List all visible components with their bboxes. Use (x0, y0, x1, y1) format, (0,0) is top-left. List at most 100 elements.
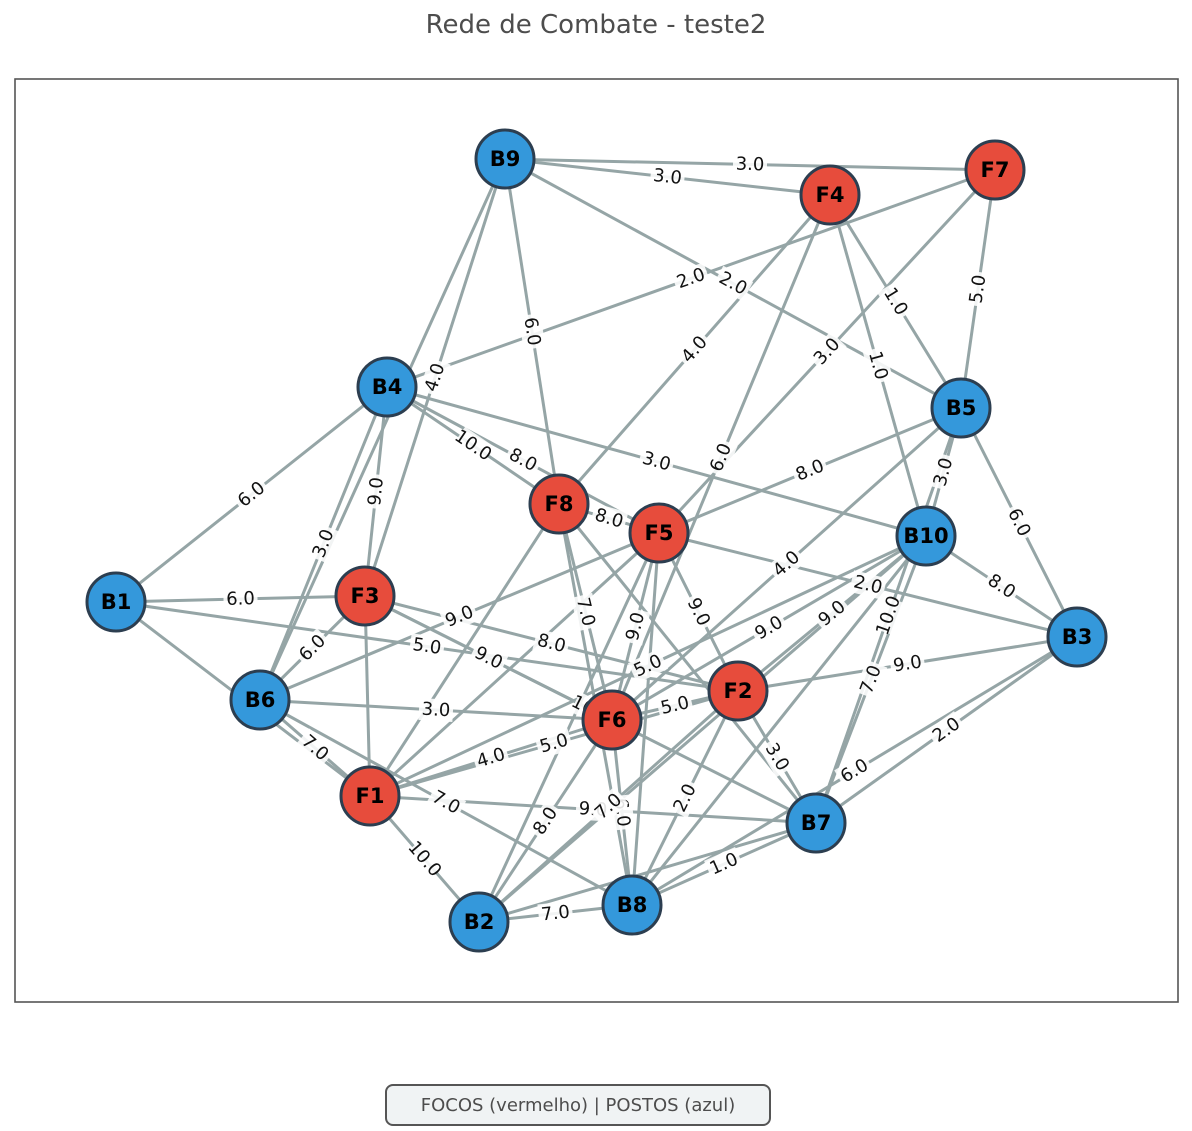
edge-weight-label-bg (534, 728, 574, 759)
edge-weight-label: 8.0 (790, 453, 830, 488)
node-label: F7 (981, 158, 1010, 182)
edge-weight-label: 6.0 (704, 437, 738, 478)
node-label: F2 (724, 679, 753, 703)
posto-node-circle (85, 571, 147, 633)
edge-weight-label: 8.0 (532, 628, 571, 659)
edge-weight-label: 5.0 (534, 728, 574, 759)
edge-weight-label: 6.0 (1001, 502, 1037, 543)
edge-weight-label-bg (620, 607, 651, 646)
edge-weight-label-bg (681, 591, 716, 633)
edge-weight-text: 8.0 (535, 630, 568, 657)
edge-weight-label: 8.0 (502, 442, 544, 478)
edge-weight-label-bg (655, 690, 695, 721)
node-b4: B4 (356, 356, 418, 418)
edge-weight-text: 6.0 (519, 316, 544, 348)
edge-weight-label-bg (588, 786, 629, 827)
posto-node-circle (448, 891, 510, 953)
edge-weight-label-bg (712, 265, 754, 302)
edge-weight-label-bg (834, 752, 875, 790)
node-f8: F8 (528, 473, 590, 535)
foco-node-circle (528, 473, 590, 535)
edge-weight-label-bg (848, 570, 888, 600)
edge-weight-label-bg (518, 313, 546, 350)
edge-weight-label-bg (231, 475, 272, 514)
posto-node-circle (1046, 606, 1108, 668)
node-label: B10 (903, 524, 948, 548)
edge-weight-label: 9.0 (468, 640, 509, 676)
edge-weight-label-bg (732, 153, 768, 176)
node-f1: F1 (339, 765, 401, 827)
edge-weight-label-bg (637, 446, 676, 477)
node-b6: B6 (229, 669, 291, 731)
edge-weight-label-bg (589, 503, 629, 534)
node-label: B9 (490, 147, 521, 171)
edge-weight-label: 7.0 (570, 592, 601, 632)
foco-node-circle (581, 689, 643, 751)
edge-b10-b2 (477, 534, 928, 924)
node-label: B6 (245, 688, 276, 712)
edge-weight-label: 10.0 (872, 593, 905, 638)
edge-f8-f1 (368, 502, 561, 798)
node-label: F6 (598, 708, 627, 732)
edge-weight-label: 3.0 (928, 452, 959, 492)
edge-weight-text: 1.0 (864, 349, 892, 382)
diagram-title: Rede de Combate - teste2 (425, 10, 767, 40)
node-f2: F2 (707, 660, 769, 722)
node-label: F3 (351, 584, 380, 608)
edge-weight-label: 1.0 (862, 346, 894, 385)
edge-weight-label: 9.0 (439, 599, 480, 634)
edge-weight-label: 2.0 (667, 777, 703, 819)
edge-f3-f1 (363, 594, 372, 798)
edge-weight-label: 5.0 (964, 270, 992, 308)
edge-weight-label-bg (627, 648, 669, 684)
edge-weight-label: 3.0 (758, 736, 796, 778)
edge-weight-label: 10.0 (451, 426, 496, 466)
node-label: B4 (372, 375, 403, 399)
edge-weight-label-bg (526, 800, 565, 842)
edge-weight-label-bg (926, 711, 967, 749)
node-label: F8 (545, 492, 574, 516)
edge-weight-label-bg (468, 640, 509, 676)
edge-weight-label-bg (570, 592, 601, 632)
edge-weight-label-bg (363, 473, 389, 510)
edge-weight-label: 3.0 (649, 164, 686, 190)
edge-weight-label-bg (888, 650, 927, 678)
node-f7: F7 (964, 139, 1026, 201)
edge-weight-label-bg (854, 659, 888, 700)
edge-weight-text: 3.0 (640, 448, 673, 476)
edge-weight-label: 6.0 (223, 587, 258, 611)
foco-node-circle (964, 139, 1026, 201)
edge-weight-text: 7.0 (572, 596, 599, 629)
edge-weight-label-bg (502, 442, 544, 478)
edge-weight-label-bg (928, 452, 959, 492)
node-label: B7 (801, 811, 832, 835)
posto-node-circle (474, 128, 536, 190)
node-label: B5 (946, 396, 977, 420)
edge-weight-text: 4.0 (474, 744, 508, 773)
edge-weight-label-bg (306, 523, 341, 564)
edge-weight-label-bg (649, 164, 686, 190)
edge-weight-text: 6.0 (234, 477, 269, 511)
posto-node-circle (229, 669, 291, 731)
foco-node-circle (334, 565, 396, 627)
posto-node-circle (930, 377, 992, 439)
edge-weight-label-bg (223, 587, 258, 611)
node-b5: B5 (930, 377, 992, 439)
node-label: B8 (617, 893, 648, 917)
edge-f5-f1 (368, 531, 661, 798)
edge-weight-label: 4.0 (419, 357, 451, 398)
edge-weight-text: 4.0 (421, 361, 450, 395)
edge-weight-label-bg (748, 609, 790, 647)
edge-weight-label-bg (877, 281, 914, 322)
edge-weight-label: 3.0 (732, 153, 768, 176)
edge-weight-label: 2.0 (671, 262, 711, 295)
edge-weight-text: 5.0 (537, 729, 570, 757)
node-b3: B3 (1046, 606, 1108, 668)
posto-node-circle (356, 356, 418, 418)
node-f3: F3 (334, 565, 396, 627)
edge-weight-label-bg (292, 628, 333, 668)
edge-weight-label-bg (811, 594, 853, 633)
edge-weight-text: 5.0 (966, 273, 991, 304)
posto-node-circle (601, 874, 663, 936)
edge-weight-label-bg (790, 453, 830, 488)
